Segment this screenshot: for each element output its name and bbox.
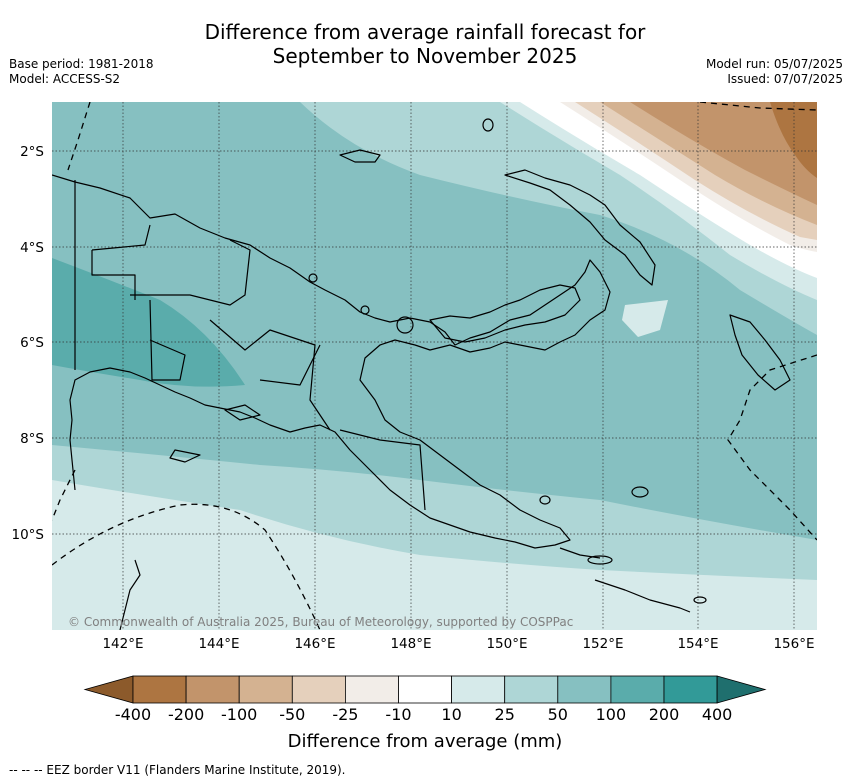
new-guinea-coast — [52, 174, 611, 549]
band-minus200-minus400 — [770, 102, 817, 178]
colorbar-tick-label: -100 — [221, 705, 257, 724]
band-minus100-minus200 — [630, 102, 817, 205]
colorbar-segment — [504, 675, 559, 704]
lat-label: 6°S — [20, 335, 44, 351]
colorbar-title: Difference from average (mm) — [288, 731, 563, 752]
colorbar-segment — [238, 675, 293, 704]
colorbar-extend-low — [83, 675, 134, 704]
lon-labels: 142°E 144°E 146°E 148°E 150°E 152°E 154°… — [102, 636, 814, 652]
colorbar-segment — [451, 675, 506, 704]
meta-right: Model run: 05/07/2025 Issued: 07/07/2025 — [706, 57, 843, 87]
lon-label: 154°E — [677, 636, 718, 652]
copyright-text: © Commonwealth of Australia 2025, Bureau… — [68, 615, 573, 629]
model-run: Model run: 05/07/2025 — [705, 57, 843, 71]
manus-island — [339, 149, 381, 163]
colorbar-segment — [610, 675, 665, 704]
colorbar-tick-label: 25 — [495, 705, 515, 724]
gulf-islands — [224, 404, 261, 421]
eez-footnote: -- -- -- EEZ border V11 (Flanders Marine… — [9, 763, 346, 777]
lat-label: 4°S — [20, 240, 44, 256]
province-border-3 — [91, 250, 136, 300]
province-border-7 — [259, 344, 321, 386]
lon-label: 150°E — [486, 636, 527, 652]
base-period: Base period: 1981-2018 — [9, 57, 154, 71]
title-line-2: September to November 2025 — [272, 44, 578, 68]
gridlines — [52, 102, 817, 630]
colorbar-labels: -400 -200 -100 -50 -25 -10 10 25 50 100 200 400 — [115, 705, 733, 724]
colorbar-extend-high — [716, 675, 767, 704]
colorbar-tick-label: -10 — [385, 705, 411, 724]
coastlines — [52, 118, 791, 630]
colorbar — [83, 675, 767, 704]
colorbar-segment — [663, 675, 718, 704]
colorbar-tick-label: -25 — [332, 705, 358, 724]
colorbar-tick-label: 10 — [441, 705, 461, 724]
province-border-5 — [209, 319, 331, 431]
lon-label: 146°E — [294, 636, 335, 652]
lon-label: 156°E — [773, 636, 814, 652]
province-border-1 — [149, 299, 186, 381]
cape-york — [119, 559, 141, 630]
torres-islands — [169, 449, 201, 463]
issued-date: Issued: 07/07/2025 — [727, 72, 843, 86]
model-name: Model: ACCESS-S2 — [9, 72, 121, 86]
colorbar-segment — [132, 675, 187, 704]
colorbar-tick-label: -200 — [168, 705, 204, 724]
lat-label: 2°S — [20, 144, 44, 160]
map-title: Difference from average rainfall forecas… — [0, 20, 850, 68]
colorbar-segment — [291, 675, 346, 704]
province-border-2 — [130, 239, 251, 306]
colorbar-segment — [557, 675, 612, 704]
lon-label: 152°E — [582, 636, 623, 652]
band-10-25-spot — [622, 300, 668, 337]
lat-labels: 2°S 4°S 6°S 8°S 10°S — [12, 144, 45, 543]
new-britain — [429, 284, 581, 343]
title-line-1: Difference from average rainfall forecas… — [204, 20, 646, 44]
lon-label: 148°E — [390, 636, 431, 652]
province-border-6 — [339, 429, 426, 511]
eez-borders — [52, 102, 817, 630]
colorbar-tick-label: 200 — [649, 705, 680, 724]
colorbar-segment — [344, 675, 399, 704]
colorbar-segment — [185, 675, 240, 704]
colorbar-tick-label: 100 — [596, 705, 627, 724]
colorbar-tick-label: 400 — [702, 705, 733, 724]
map-plot-area — [52, 102, 817, 630]
band-100-200 — [52, 258, 245, 387]
colorbar-tick-label: -50 — [279, 705, 305, 724]
band-10-25-south — [52, 480, 817, 630]
lon-label: 144°E — [198, 636, 239, 652]
colorbar-tick-label: 50 — [548, 705, 568, 724]
new-ireland — [504, 169, 656, 286]
lon-label: 142°E — [102, 636, 143, 652]
band-50-100 — [52, 102, 817, 540]
lat-label: 10°S — [12, 527, 45, 543]
colorbar-segment — [398, 675, 452, 704]
colorbar-tick-label: -400 — [115, 705, 151, 724]
lat-label: 8°S — [20, 431, 44, 447]
province-border-4 — [91, 224, 151, 251]
bougainville — [729, 314, 791, 391]
meta-left: Base period: 1981-2018 Model: ACCESS-S2 — [9, 57, 154, 87]
